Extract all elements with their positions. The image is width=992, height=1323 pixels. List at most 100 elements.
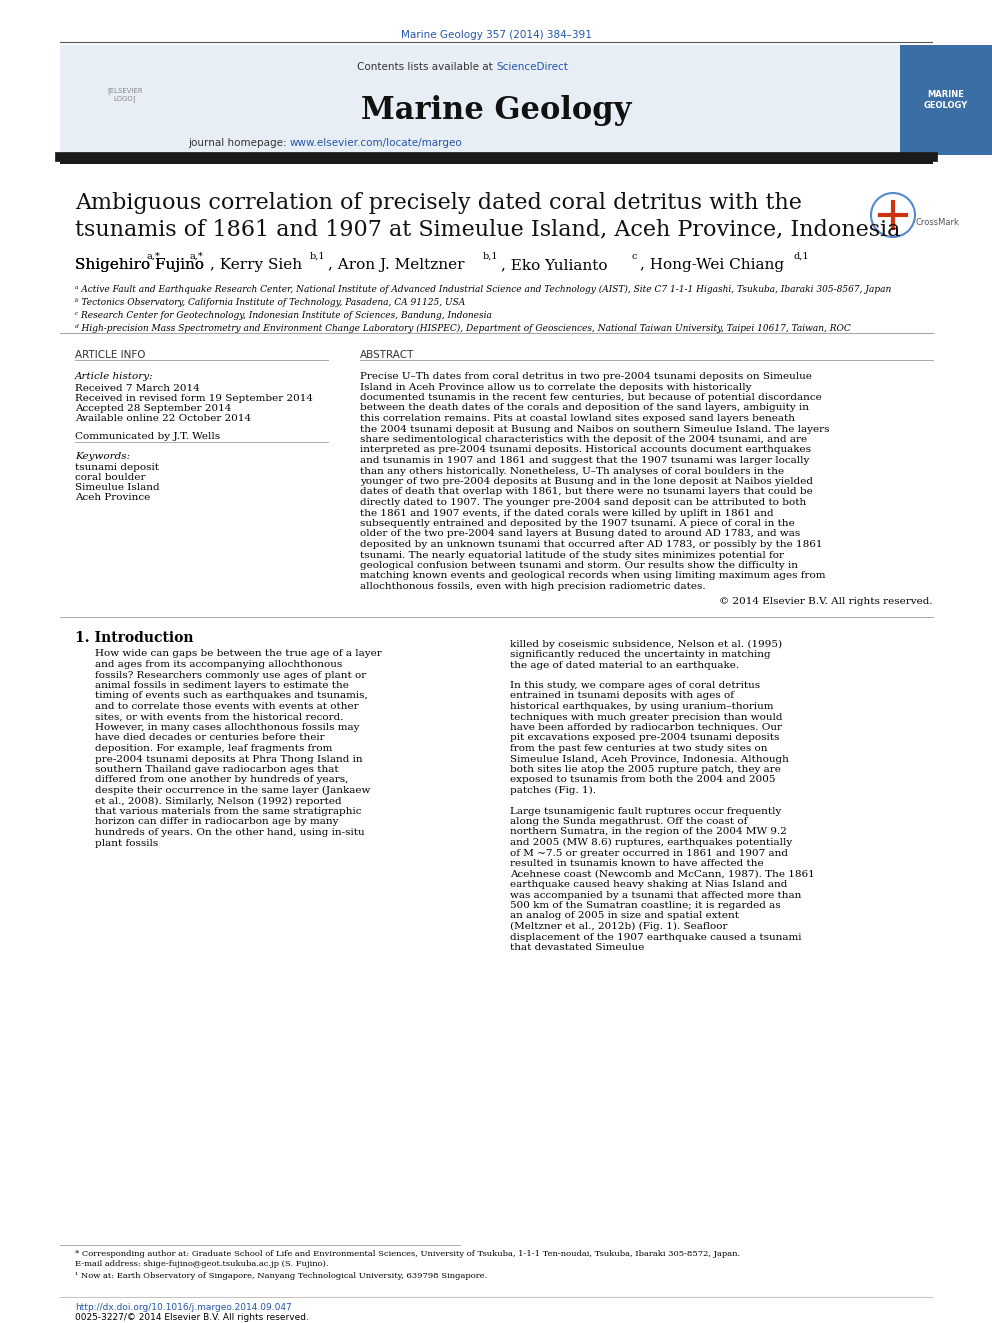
Text: [ELSEVIER
LOGO]: [ELSEVIER LOGO] — [107, 87, 143, 102]
Text: that various materials from the same stratigraphic: that various materials from the same str… — [95, 807, 361, 816]
Text: dates of death that overlap with 1861, but there were no tsunami layers that cou: dates of death that overlap with 1861, b… — [360, 487, 812, 496]
Text: deposited by an unknown tsunami that occurred after AD 1783, or possibly by the : deposited by an unknown tsunami that occ… — [360, 540, 822, 549]
Text: pre-2004 tsunami deposits at Phra Thong Island in: pre-2004 tsunami deposits at Phra Thong … — [95, 754, 363, 763]
Text: ABSTRACT: ABSTRACT — [360, 351, 415, 360]
Text: Contents lists available at: Contents lists available at — [357, 62, 496, 71]
Text: Shigehiro Fujino: Shigehiro Fujino — [75, 258, 209, 273]
Text: displacement of the 1907 earthquake caused a tsunami: displacement of the 1907 earthquake caus… — [510, 933, 802, 942]
Text: tsunami. The nearly equatorial latitude of the study sites minimizes potential f: tsunami. The nearly equatorial latitude … — [360, 550, 784, 560]
Text: Accepted 28 September 2014: Accepted 28 September 2014 — [75, 404, 231, 413]
Text: an analog of 2005 in size and spatial extent: an analog of 2005 in size and spatial ex… — [510, 912, 739, 921]
Text: b,1: b,1 — [483, 251, 499, 261]
Text: coral boulder: coral boulder — [75, 474, 146, 482]
Text: both sites lie atop the 2005 rupture patch, they are: both sites lie atop the 2005 rupture pat… — [510, 765, 781, 774]
Text: Simeulue Island: Simeulue Island — [75, 483, 160, 492]
Text: MARINE
GEOLOGY: MARINE GEOLOGY — [924, 90, 968, 110]
Text: tsunami deposit: tsunami deposit — [75, 463, 159, 472]
Text: this correlation remains. Pits at coastal lowland sites exposed sand layers bene: this correlation remains. Pits at coasta… — [360, 414, 795, 423]
Text: http://dx.doi.org/10.1016/j.margeo.2014.09.047: http://dx.doi.org/10.1016/j.margeo.2014.… — [75, 1303, 292, 1312]
Text: interpreted as pre-2004 tsunami deposits. Historical accounts document earthquak: interpreted as pre-2004 tsunami deposits… — [360, 446, 811, 455]
Text: despite their occurrence in the same layer (Jankaew: despite their occurrence in the same lay… — [95, 786, 370, 795]
Text: directly dated to 1907. The younger pre-2004 sand deposit can be attributed to b: directly dated to 1907. The younger pre-… — [360, 497, 806, 507]
Text: between the death dates of the corals and deposition of the sand layers, ambigui: between the death dates of the corals an… — [360, 404, 809, 413]
Text: Available online 22 October 2014: Available online 22 October 2014 — [75, 414, 251, 423]
Text: younger of two pre-2004 deposits at Busung and in the lone deposit at Naibos yie: younger of two pre-2004 deposits at Busu… — [360, 478, 813, 486]
Text: killed by coseismic subsidence, Nelson et al. (1995): killed by coseismic subsidence, Nelson e… — [510, 639, 782, 648]
Text: earthquake caused heavy shaking at Nias Island and: earthquake caused heavy shaking at Nias … — [510, 880, 788, 889]
Text: b,1: b,1 — [310, 251, 325, 261]
Text: timing of events such as earthquakes and tsunamis,: timing of events such as earthquakes and… — [95, 692, 368, 700]
Text: (Meltzner et al., 2012b) (Fig. 1). Seafloor: (Meltzner et al., 2012b) (Fig. 1). Seafl… — [510, 922, 727, 931]
Text: than any others historically. Nonetheless, U–Th analyses of coral boulders in th: than any others historically. Nonetheles… — [360, 467, 784, 475]
Text: Precise U–Th dates from coral detritus in two pre-2004 tsunami deposits on Simeu: Precise U–Th dates from coral detritus i… — [360, 372, 811, 381]
Bar — [60, 45, 933, 155]
Text: share sedimentological characteristics with the deposit of the 2004 tsunami, and: share sedimentological characteristics w… — [360, 435, 807, 445]
Text: d,1: d,1 — [793, 251, 808, 261]
Text: , Hong-Wei Chiang: , Hong-Wei Chiang — [640, 258, 784, 273]
Text: and ages from its accompanying allochthonous: and ages from its accompanying allochtho… — [95, 660, 342, 669]
Text: significantly reduced the uncertainty in matching: significantly reduced the uncertainty in… — [510, 650, 771, 659]
Text: geological confusion between tsunami and storm. Our results show the difficulty : geological confusion between tsunami and… — [360, 561, 798, 570]
Text: 1. Introduction: 1. Introduction — [75, 631, 193, 646]
Text: 500 km of the Sumatran coastline; it is regarded as: 500 km of the Sumatran coastline; it is … — [510, 901, 781, 910]
Text: pit excavations exposed pre-2004 tsunami deposits: pit excavations exposed pre-2004 tsunami… — [510, 733, 780, 742]
Text: journal homepage:: journal homepage: — [188, 138, 290, 148]
Text: sites, or with events from the historical record.: sites, or with events from the historica… — [95, 713, 343, 721]
Text: exposed to tsunamis from both the 2004 and 2005: exposed to tsunamis from both the 2004 a… — [510, 775, 776, 785]
Text: tsunamis of 1861 and 1907 at Simeulue Island, Aceh Province, Indonesia: tsunamis of 1861 and 1907 at Simeulue Is… — [75, 218, 901, 239]
Text: a,*: a,* — [190, 251, 203, 261]
Text: historical earthquakes, by using uranium–thorium: historical earthquakes, by using uranium… — [510, 703, 774, 710]
Text: allochthonous fossils, even with high precision radiometric dates.: allochthonous fossils, even with high pr… — [360, 582, 705, 591]
Text: Simeulue Island, Aceh Province, Indonesia. Although: Simeulue Island, Aceh Province, Indonesi… — [510, 754, 789, 763]
Text: 0025-3227/© 2014 Elsevier B.V. All rights reserved.: 0025-3227/© 2014 Elsevier B.V. All right… — [75, 1312, 309, 1322]
Text: Large tsunamigenic fault ruptures occur frequently: Large tsunamigenic fault ruptures occur … — [510, 807, 782, 815]
Text: ᵇ Tectonics Observatory, California Institute of Technology, Pasadena, CA 91125,: ᵇ Tectonics Observatory, California Inst… — [75, 298, 465, 307]
Text: matching known events and geological records when using limiting maximum ages fr: matching known events and geological rec… — [360, 572, 825, 581]
Text: Aceh Province: Aceh Province — [75, 493, 150, 501]
Text: and tsunamis in 1907 and 1861 and suggest that the 1907 tsunami was larger local: and tsunamis in 1907 and 1861 and sugges… — [360, 456, 809, 464]
Text: horizon can differ in radiocarbon age by many: horizon can differ in radiocarbon age by… — [95, 818, 338, 827]
Text: documented tsunamis in the recent few centuries, but because of potential discor: documented tsunamis in the recent few ce… — [360, 393, 821, 402]
Text: animal fossils in sediment layers to estimate the: animal fossils in sediment layers to est… — [95, 681, 349, 691]
Text: Article history:: Article history: — [75, 372, 154, 381]
Text: ScienceDirect: ScienceDirect — [496, 62, 567, 71]
Bar — [60, 157, 933, 164]
Text: CrossMark: CrossMark — [915, 218, 959, 228]
Text: techniques with much greater precision than would: techniques with much greater precision t… — [510, 713, 783, 721]
Bar — [60, 45, 190, 155]
Text: ᶜ Research Center for Geotechnology, Indonesian Institute of Sciences, Bandung, : ᶜ Research Center for Geotechnology, Ind… — [75, 311, 492, 320]
Text: , Eko Yulianto: , Eko Yulianto — [501, 258, 607, 273]
Text: resulted in tsunamis known to have affected the: resulted in tsunamis known to have affec… — [510, 859, 764, 868]
Text: Island in Aceh Province allow us to correlate the deposits with historically: Island in Aceh Province allow us to corr… — [360, 382, 752, 392]
Text: et al., 2008). Similarly, Nelson (1992) reported: et al., 2008). Similarly, Nelson (1992) … — [95, 796, 341, 806]
Text: differed from one another by hundreds of years,: differed from one another by hundreds of… — [95, 775, 348, 785]
Text: patches (Fig. 1).: patches (Fig. 1). — [510, 786, 596, 795]
Text: a,*: a,* — [147, 251, 160, 261]
Text: deposition. For example, leaf fragments from: deposition. For example, leaf fragments … — [95, 744, 332, 753]
Text: have been afforded by radiocarbon techniques. Our: have been afforded by radiocarbon techni… — [510, 722, 782, 732]
Text: Shigehiro Fujino: Shigehiro Fujino — [75, 258, 204, 273]
Text: the age of dated material to an earthquake.: the age of dated material to an earthqua… — [510, 660, 739, 669]
Text: Communicated by J.T. Wells: Communicated by J.T. Wells — [75, 433, 220, 441]
Text: © 2014 Elsevier B.V. All rights reserved.: © 2014 Elsevier B.V. All rights reserved… — [719, 597, 933, 606]
Text: How wide can gaps be between the true age of a layer: How wide can gaps be between the true ag… — [95, 650, 382, 659]
Bar — [900, 45, 992, 155]
Text: Ambiguous correlation of precisely dated coral detritus with the: Ambiguous correlation of precisely dated… — [75, 192, 802, 214]
Text: the 2004 tsunami deposit at Busung and Naibos on southern Simeulue Island. The l: the 2004 tsunami deposit at Busung and N… — [360, 425, 829, 434]
Text: , Aron J. Meltzner: , Aron J. Meltzner — [328, 258, 464, 273]
Text: along the Sunda megathrust. Off the coast of: along the Sunda megathrust. Off the coas… — [510, 818, 747, 826]
Text: * Corresponding author at: Graduate School of Life and Environmental Sciences, U: * Corresponding author at: Graduate Scho… — [75, 1250, 740, 1258]
Text: and to correlate those events with events at other: and to correlate those events with event… — [95, 703, 359, 710]
Text: Keywords:: Keywords: — [75, 452, 130, 460]
Text: plant fossils: plant fossils — [95, 839, 159, 848]
Text: , Kerry Sieh: , Kerry Sieh — [210, 258, 303, 273]
Text: However, in many cases allochthonous fossils may: However, in many cases allochthonous fos… — [95, 722, 359, 732]
Text: subsequently entrained and deposited by the 1907 tsunami. A piece of coral in th: subsequently entrained and deposited by … — [360, 519, 795, 528]
Text: ¹ Now at: Earth Observatory of Singapore, Nanyang Technological University, 6397: ¹ Now at: Earth Observatory of Singapore… — [75, 1271, 487, 1279]
Text: c: c — [631, 251, 637, 261]
Text: fossils? Researchers commonly use ages of plant or: fossils? Researchers commonly use ages o… — [95, 671, 366, 680]
Text: Received in revised form 19 September 2014: Received in revised form 19 September 20… — [75, 394, 313, 404]
Text: that devastated Simeulue: that devastated Simeulue — [510, 943, 645, 953]
Text: the 1861 and 1907 events, if the dated corals were killed by uplift in 1861 and: the 1861 and 1907 events, if the dated c… — [360, 508, 774, 517]
Text: ᵈ High-precision Mass Spectrometry and Environment Change Laboratory (HISPEC), D: ᵈ High-precision Mass Spectrometry and E… — [75, 324, 851, 333]
